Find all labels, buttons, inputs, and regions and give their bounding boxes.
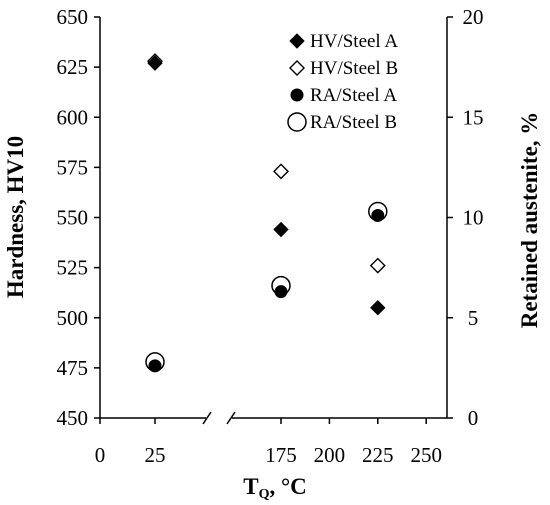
data-points [145,53,388,373]
data-point-hv-steel-a [273,221,289,238]
x-tick-label: 25 [145,443,166,467]
data-point-ra-steel-a [148,359,162,373]
right-tick-label: 10 [463,206,484,230]
x-tick-label: 250 [410,443,442,467]
data-point-ra-steel-a [274,285,288,299]
x-tick-label: 200 [314,443,346,467]
legend-marker [290,88,304,102]
right-tick-label: 5 [468,306,479,330]
data-point-hv-steel-b [273,163,289,180]
left-tick-label: 600 [57,105,89,129]
data-point-hv-steel-a [370,300,386,316]
x-axis-title-unit: , °C [269,474,306,499]
y-axis-title-right: Retained austenite, % [517,112,542,329]
x-axis-title: TQ, °C [243,474,307,502]
left-tick-label: 575 [57,155,89,179]
legend-label: HV/Steel B [310,58,398,79]
legend-label: HV/Steel A [310,31,398,52]
left-tick-label: 475 [57,356,89,380]
data-point-hv-steel-b [369,257,386,274]
legend-marker [287,112,307,132]
legend: HV/Steel A HV/Steel B RA/Steel A RA/Steel B [287,31,398,133]
right-axis-ticks: 0 5 10 15 20 [447,5,484,430]
data-point-ra-steel-a [371,208,385,222]
left-tick-label: 525 [57,256,89,280]
x-axis-title-main: T [243,474,258,499]
legend-label: RA/Steel B [310,112,397,133]
right-tick-label: 0 [468,406,479,430]
axis-break-mark-1 [202,411,212,425]
right-tick-label: 20 [463,5,484,29]
x-tick-label: 0 [95,443,106,467]
axis-break-mark-2 [226,411,236,425]
x-axis-ticks: 0 25 175 200 225 250 [95,418,442,467]
left-tick-label: 500 [57,306,89,330]
left-tick-label: 450 [57,406,89,430]
x-axis-title-sub: Q [259,487,270,502]
axis-break [202,411,236,425]
legend-marker [289,33,305,49]
y-axis-title-left: Hardness, HV10 [3,136,28,298]
x-tick-label: 225 [362,443,394,467]
legend-label: RA/Steel A [310,85,397,106]
left-axis-ticks: 450 475 500 525 550 575 600 625 650 [57,5,100,430]
left-tick-label: 650 [57,5,89,29]
right-tick-label: 15 [463,105,484,129]
left-tick-label: 550 [57,206,89,230]
legend-marker [289,60,305,76]
data-point-hv-steel-a [147,55,163,71]
x-tick-label: 175 [265,443,297,467]
left-tick-label: 625 [57,55,89,79]
